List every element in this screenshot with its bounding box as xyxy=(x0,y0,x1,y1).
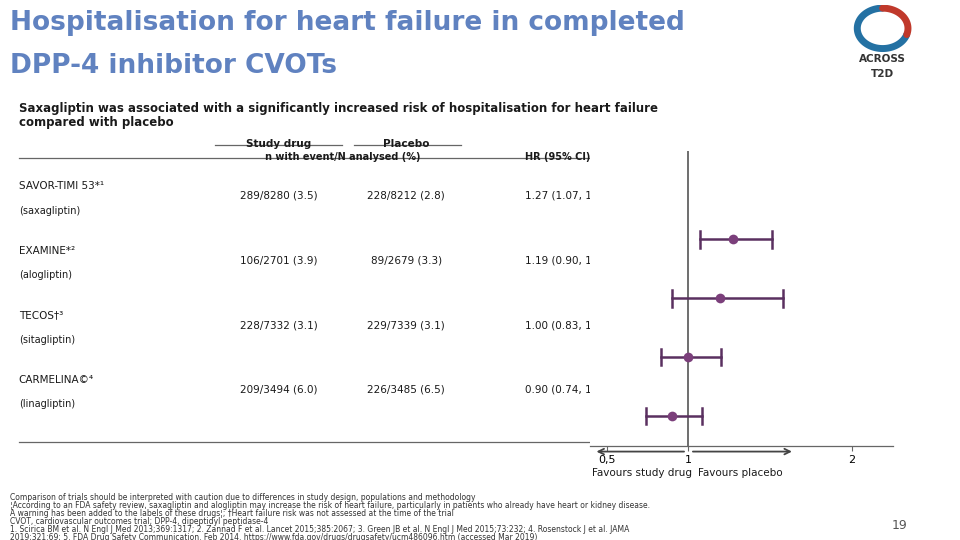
Text: 289/8280 (3.5): 289/8280 (3.5) xyxy=(240,191,318,201)
Text: n with event/N analysed (%): n with event/N analysed (%) xyxy=(265,152,420,161)
Text: Study drug: Study drug xyxy=(246,139,311,149)
Text: (linagliptin): (linagliptin) xyxy=(19,400,75,409)
Text: SAVOR-TIMI 53*¹: SAVOR-TIMI 53*¹ xyxy=(19,181,104,191)
Text: p-value: p-value xyxy=(840,152,880,161)
Text: Comparison of trials should be interpreted with caution due to differences in st: Comparison of trials should be interpret… xyxy=(10,493,475,502)
Text: ACROSS: ACROSS xyxy=(859,53,906,64)
Text: 106/2701 (3.9): 106/2701 (3.9) xyxy=(240,255,318,266)
Text: Favours placebo: Favours placebo xyxy=(699,468,783,478)
Text: EXAMINE*²: EXAMINE*² xyxy=(19,246,75,255)
Text: Favours study drug: Favours study drug xyxy=(592,468,692,478)
Text: Saxagliptin was associated with a significantly increased risk of hospitalisatio: Saxagliptin was associated with a signif… xyxy=(19,102,658,115)
Text: 1.00 (0.83, 1.20): 1.00 (0.83, 1.20) xyxy=(525,320,612,330)
Text: ¦According to an FDA safety review, saxagliptin and alogliptin may increase the : ¦According to an FDA safety review, saxa… xyxy=(10,501,650,510)
Text: 0.22: 0.22 xyxy=(857,255,880,266)
Text: 228/7332 (3.1): 228/7332 (3.1) xyxy=(240,320,318,330)
Text: 226/3485 (6.5): 226/3485 (6.5) xyxy=(368,384,445,395)
Text: (saxagliptin): (saxagliptin) xyxy=(19,206,80,215)
Text: T2D: T2D xyxy=(871,69,894,79)
Text: 0.007: 0.007 xyxy=(852,191,880,201)
Text: 1.27 (1.07, 1.51): 1.27 (1.07, 1.51) xyxy=(525,191,612,201)
Text: 0.26: 0.26 xyxy=(857,384,880,395)
Text: HR (95% CI): HR (95% CI) xyxy=(525,152,590,161)
Text: 209/3494 (6.0): 209/3494 (6.0) xyxy=(240,384,318,395)
Text: 0.98: 0.98 xyxy=(857,320,880,330)
Text: CVOT, cardiovascular outcomes trial; DPP-4, dipeptidyl peptidase-4: CVOT, cardiovascular outcomes trial; DPP… xyxy=(10,517,268,526)
Text: A warning has been added to the labels of these drugs¦; †Heart failure risk was : A warning has been added to the labels o… xyxy=(10,509,453,518)
Text: 2019;321:69; 5. FDA Drug Safety Communication. Feb 2014. https://www.fda.gov/dru: 2019;321:69; 5. FDA Drug Safety Communic… xyxy=(10,533,537,540)
Text: DPP-4 inhibitor CVOTs: DPP-4 inhibitor CVOTs xyxy=(10,53,337,79)
Text: 228/8212 (2.8): 228/8212 (2.8) xyxy=(368,191,445,201)
Text: 1.19 (0.90, 1.58): 1.19 (0.90, 1.58) xyxy=(525,255,612,266)
Text: Hospitalisation for heart failure in completed: Hospitalisation for heart failure in com… xyxy=(10,10,684,36)
Text: 19: 19 xyxy=(892,519,907,532)
Text: (alogliptin): (alogliptin) xyxy=(19,271,72,280)
Text: 89/2679 (3.3): 89/2679 (3.3) xyxy=(371,255,442,266)
Text: 0.90 (0.74, 1.08): 0.90 (0.74, 1.08) xyxy=(525,384,612,395)
Text: CARMELINA©⁴: CARMELINA©⁴ xyxy=(19,375,94,385)
Text: (sitagliptin): (sitagliptin) xyxy=(19,335,75,345)
Text: 229/7339 (3.1): 229/7339 (3.1) xyxy=(368,320,445,330)
Text: Placebo: Placebo xyxy=(383,139,429,149)
Text: TECOS†³: TECOS†³ xyxy=(19,310,63,320)
Text: 1. Scirica BM et al. N Engl J Med 2013;369:1317; 2. Zannad F et al. Lancet 2015;: 1. Scirica BM et al. N Engl J Med 2013;3… xyxy=(10,525,629,534)
Text: compared with placebo: compared with placebo xyxy=(19,116,174,129)
